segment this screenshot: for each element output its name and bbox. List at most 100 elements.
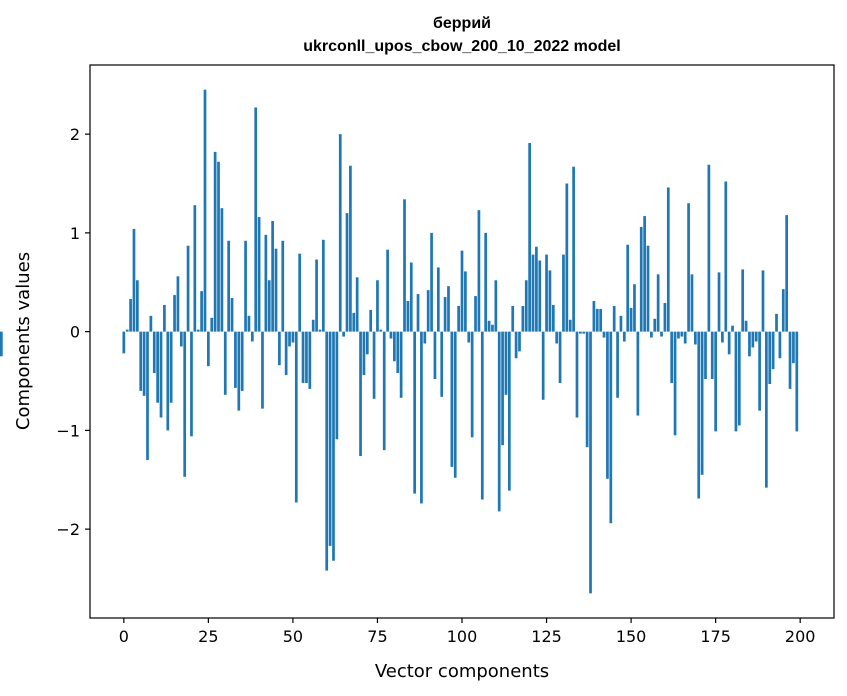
bar <box>271 221 274 332</box>
bar <box>480 331 484 500</box>
y-tick-label: 2 <box>70 125 80 144</box>
y-axis-label: Components values <box>13 252 34 430</box>
bar <box>125 329 129 332</box>
bar <box>267 280 271 332</box>
x-tick-label: 75 <box>367 627 387 646</box>
bar <box>450 331 454 467</box>
bar <box>572 166 575 332</box>
bar <box>562 254 565 332</box>
x-tick-label: 50 <box>283 627 303 646</box>
bar <box>497 331 501 512</box>
bar <box>240 331 244 391</box>
bar <box>254 107 258 332</box>
bar <box>758 331 761 411</box>
bar <box>491 324 494 332</box>
x-tick-label: 150 <box>616 627 647 646</box>
bar <box>778 331 782 359</box>
bar <box>558 331 562 383</box>
bar <box>636 331 640 416</box>
bar <box>365 331 369 355</box>
bar <box>524 280 528 332</box>
bar <box>795 331 799 432</box>
bar <box>531 254 535 332</box>
bar <box>511 305 515 332</box>
bar <box>673 331 677 436</box>
bar <box>754 331 758 342</box>
bar <box>284 331 288 376</box>
bar <box>545 254 548 332</box>
bar <box>690 274 694 332</box>
bar <box>470 331 474 438</box>
bar <box>237 331 241 411</box>
bar <box>217 161 220 332</box>
bar <box>409 262 413 332</box>
bar <box>173 295 176 332</box>
bar <box>355 277 359 332</box>
bar <box>724 181 728 332</box>
bar <box>687 203 690 332</box>
bar <box>609 331 613 524</box>
bar <box>595 308 599 332</box>
bar-series <box>0 89 799 594</box>
bar <box>599 308 603 332</box>
bar <box>413 331 417 494</box>
bar <box>677 331 680 339</box>
bar <box>579 331 582 334</box>
bar <box>369 309 373 332</box>
bar <box>301 331 305 383</box>
bar <box>342 331 345 337</box>
y-tick-label: 0 <box>70 323 80 342</box>
bar <box>0 331 3 357</box>
bar <box>474 296 477 332</box>
bar <box>338 134 342 332</box>
bar <box>680 331 684 337</box>
bar <box>467 331 471 343</box>
bar <box>186 245 190 332</box>
bar <box>288 331 291 347</box>
bar <box>734 331 738 432</box>
bar <box>294 331 298 503</box>
bar <box>639 226 643 332</box>
bar <box>585 331 589 448</box>
bar <box>139 331 143 391</box>
bar <box>376 280 379 332</box>
bar <box>619 315 623 332</box>
bar <box>152 331 156 374</box>
bar <box>622 331 626 342</box>
bar <box>693 331 697 345</box>
bar <box>666 187 670 332</box>
bar <box>325 331 329 571</box>
bar <box>247 315 251 332</box>
bar <box>582 331 586 334</box>
bar <box>281 240 285 332</box>
bar <box>643 216 646 332</box>
bar <box>210 317 214 332</box>
bar <box>403 199 406 332</box>
bar <box>731 325 734 332</box>
bar <box>781 289 785 332</box>
bar <box>261 331 264 409</box>
bar <box>430 232 433 332</box>
bar <box>612 305 616 332</box>
x-tick-label: 200 <box>785 627 816 646</box>
x-tick-label: 0 <box>119 627 129 646</box>
x-tick-label: 100 <box>447 627 478 646</box>
chart-title-line-1: беррий <box>433 15 491 32</box>
bar <box>183 331 187 477</box>
bar <box>213 151 217 332</box>
bar <box>129 299 132 332</box>
bar <box>741 269 745 332</box>
bar <box>207 331 210 367</box>
bar <box>203 89 207 332</box>
bar <box>132 228 136 332</box>
bar <box>721 331 724 343</box>
bar <box>629 307 633 332</box>
bar <box>602 331 606 338</box>
bar <box>683 331 687 344</box>
bar <box>372 331 376 399</box>
bar <box>426 290 430 332</box>
bar <box>142 331 146 396</box>
x-tick-label: 125 <box>531 627 562 646</box>
bar <box>697 331 701 499</box>
